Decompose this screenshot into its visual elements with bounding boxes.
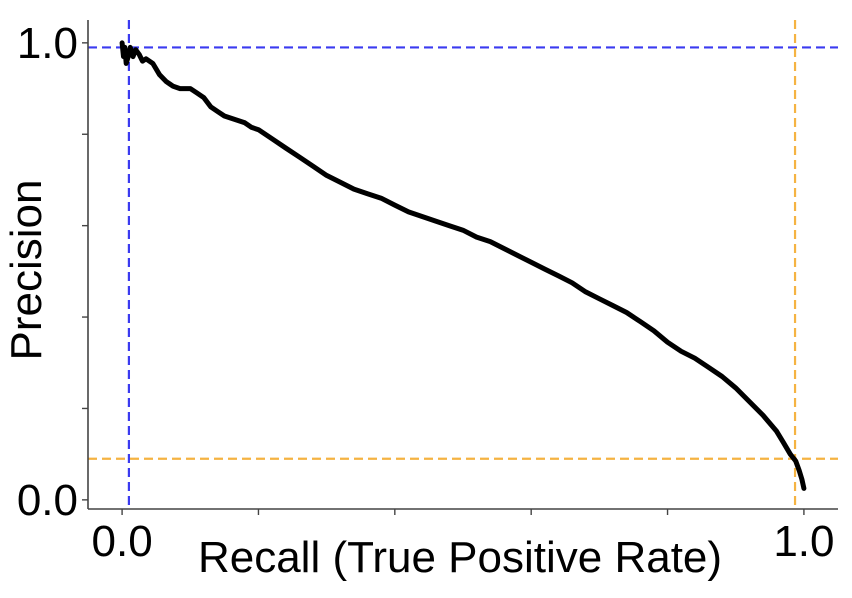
y-axis-title: Precision <box>2 180 51 361</box>
precision-recall-curve <box>119 40 807 491</box>
x-tick-label: 0.0 <box>92 517 153 566</box>
y-ticks: 0.0 1.0 <box>17 19 88 525</box>
y-tick-label: 0.0 <box>17 476 78 525</box>
axes <box>87 20 838 510</box>
x-ticks: 0.0 1.0 <box>92 509 834 566</box>
x-tick-label: 1.0 <box>773 517 834 566</box>
y-tick-label: 1.0 <box>17 19 78 68</box>
plot-area <box>88 20 838 509</box>
x-axis-title: Recall (True Positive Rate) <box>198 533 722 582</box>
